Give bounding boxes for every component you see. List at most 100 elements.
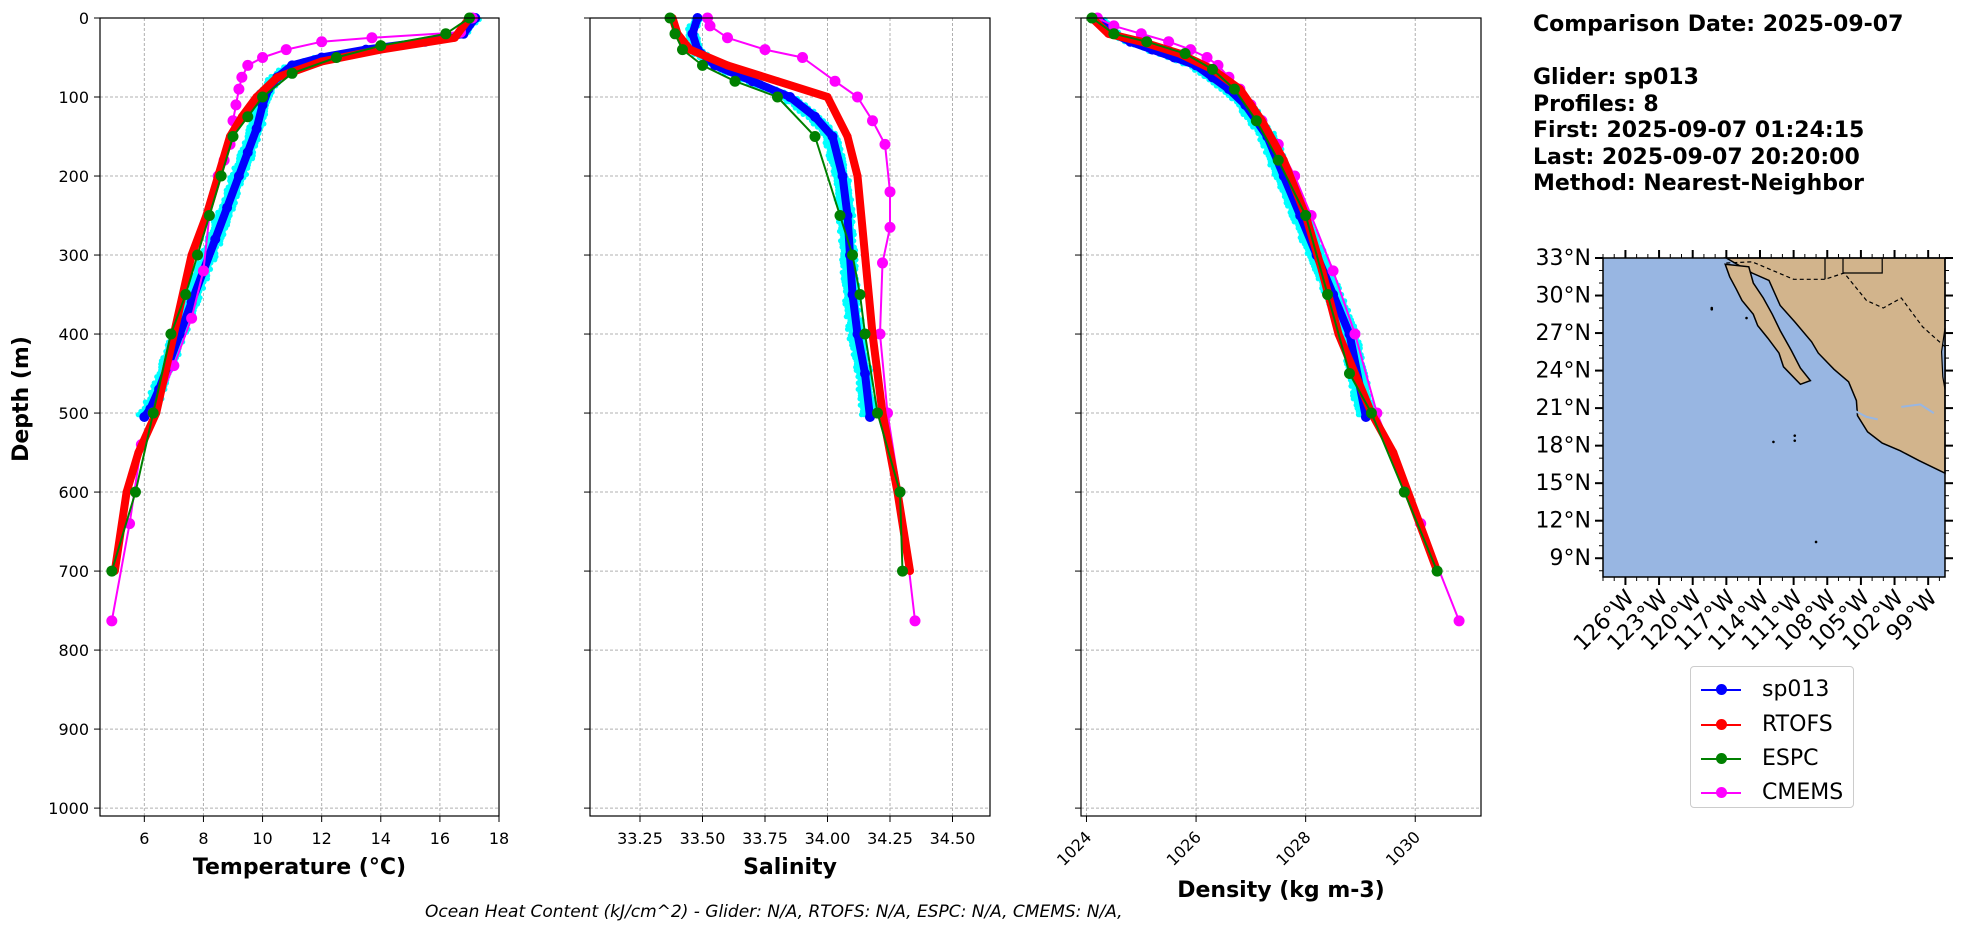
x-tick-label: 16 (430, 829, 450, 848)
series-point-espc (215, 170, 227, 182)
x-axis-label: Salinity (743, 855, 837, 880)
series-point-espc (227, 131, 239, 143)
series-point-sp013 (233, 171, 244, 182)
island (1772, 440, 1775, 444)
series-point-espc (286, 67, 298, 79)
x-tick-label: 33.25 (617, 829, 663, 848)
raw-profile-point (1262, 149, 1269, 155)
series-point-cmems (884, 186, 896, 198)
series-point-espc (1250, 115, 1262, 127)
x-tick-label: 1028 (1272, 827, 1314, 869)
series-point-espc (872, 407, 883, 419)
legend-marker (1716, 684, 1727, 695)
legend-marker (1716, 753, 1727, 764)
x-tick-label: 12 (311, 829, 331, 848)
series-point-cmems (877, 257, 888, 269)
series-point-espc (847, 249, 858, 261)
island (1793, 434, 1797, 437)
raw-profile-point (249, 156, 256, 162)
profile-panel-3: 1024 1026 1028 1030 Density (kg m-3) (1053, 12, 1482, 903)
series-point-cmems (1201, 52, 1213, 64)
y-tick-label: 900 (58, 720, 89, 739)
x-axis-label: Density (kg m-3) (1177, 878, 1385, 903)
series-point-rtofs (861, 251, 869, 260)
plot-area (1081, 18, 1481, 816)
series-point-rtofs (686, 45, 694, 54)
series-point-espc (1365, 407, 1377, 419)
lat-label: 27°N (1536, 321, 1591, 346)
series-point-espc (1300, 210, 1312, 222)
series-point-espc (1207, 63, 1219, 75)
series-point-espc (330, 52, 342, 64)
raw-profile-point (810, 121, 816, 127)
legend-item-cmems: CMEMS (1691, 778, 1851, 808)
series-point-cmems (106, 615, 118, 627)
series-point-espc (257, 91, 269, 103)
x-axis-label: Temperature (°C) (193, 855, 406, 880)
series-point-sp013 (785, 92, 795, 103)
y-axis-label: Depth (m) (9, 336, 34, 462)
series-point-sp013 (251, 123, 262, 134)
legend-item-rtofs: RTOFS (1691, 710, 1851, 740)
series-point-cmems (829, 75, 841, 87)
series-point-sp013 (842, 210, 853, 221)
series-point-sp013 (222, 202, 233, 213)
x-tick-label: 1030 (1382, 827, 1424, 869)
raw-profile-point (204, 276, 211, 282)
series-point-sp013 (827, 131, 838, 142)
series-point-espc (1398, 486, 1410, 498)
island (1710, 307, 1714, 311)
series-point-cmems (233, 83, 245, 95)
legend-label: ESPC (1762, 746, 1819, 771)
x-tick-label: 33.75 (742, 829, 788, 848)
raw-profile-point (844, 326, 851, 332)
series-point-sp013 (847, 289, 858, 300)
last-time: Last: 2025-09-07 20:20:00 (1533, 144, 1860, 170)
mainland (1723, 257, 1946, 475)
series-point-cmems (874, 328, 886, 340)
raw-profile-point (1348, 383, 1354, 389)
series-point-espc (440, 28, 452, 40)
x-tick-label: 6 (139, 829, 149, 848)
series-point-rtofs (273, 73, 282, 82)
series-point-cmems (316, 36, 328, 48)
series-point-sp013 (837, 171, 848, 182)
series-point-rtofs (134, 448, 143, 457)
lat-label: 24°N (1536, 359, 1591, 384)
raw-profile-point (207, 266, 214, 272)
plot-frame (1080, 17, 1482, 817)
raw-profile-point (843, 314, 849, 320)
series-point-sp013 (810, 111, 820, 122)
series-point-cmems (1327, 265, 1339, 277)
series-point-espc (677, 44, 688, 56)
series-point-cmems (257, 52, 269, 64)
series-point-espc (375, 40, 387, 52)
x-tick-label: 14 (371, 829, 391, 848)
raw-profile-point (1240, 111, 1246, 117)
legend-item-espc: ESPC (1691, 744, 1851, 774)
series-line-cmems (706, 17, 916, 621)
state-border (1842, 258, 1883, 274)
y-tick-label: 400 (58, 325, 89, 344)
lat-label: 18°N (1536, 434, 1591, 459)
island (1793, 439, 1797, 442)
series-point-espc (1322, 289, 1334, 301)
glider-name: Glider: sp013 (1533, 65, 1699, 90)
series-line-espc (1091, 17, 1439, 572)
series-line-espc (110, 17, 470, 572)
plot-area (590, 18, 990, 816)
series-point-sp013 (242, 147, 253, 158)
raw-profile-point (823, 143, 829, 149)
series-point-espc (854, 289, 866, 301)
profile-count: Profiles: 8 (1533, 91, 1659, 117)
island (1814, 540, 1818, 544)
series-point-rtofs (122, 488, 131, 497)
series-point-cmems (797, 52, 808, 64)
series-point-cmems (1135, 28, 1147, 40)
series-point-cmems (722, 32, 733, 44)
series-point-cmems (1163, 36, 1175, 48)
series-point-espc (1343, 368, 1355, 380)
river (1849, 407, 1878, 421)
x-tick-label: 33.50 (680, 829, 726, 848)
